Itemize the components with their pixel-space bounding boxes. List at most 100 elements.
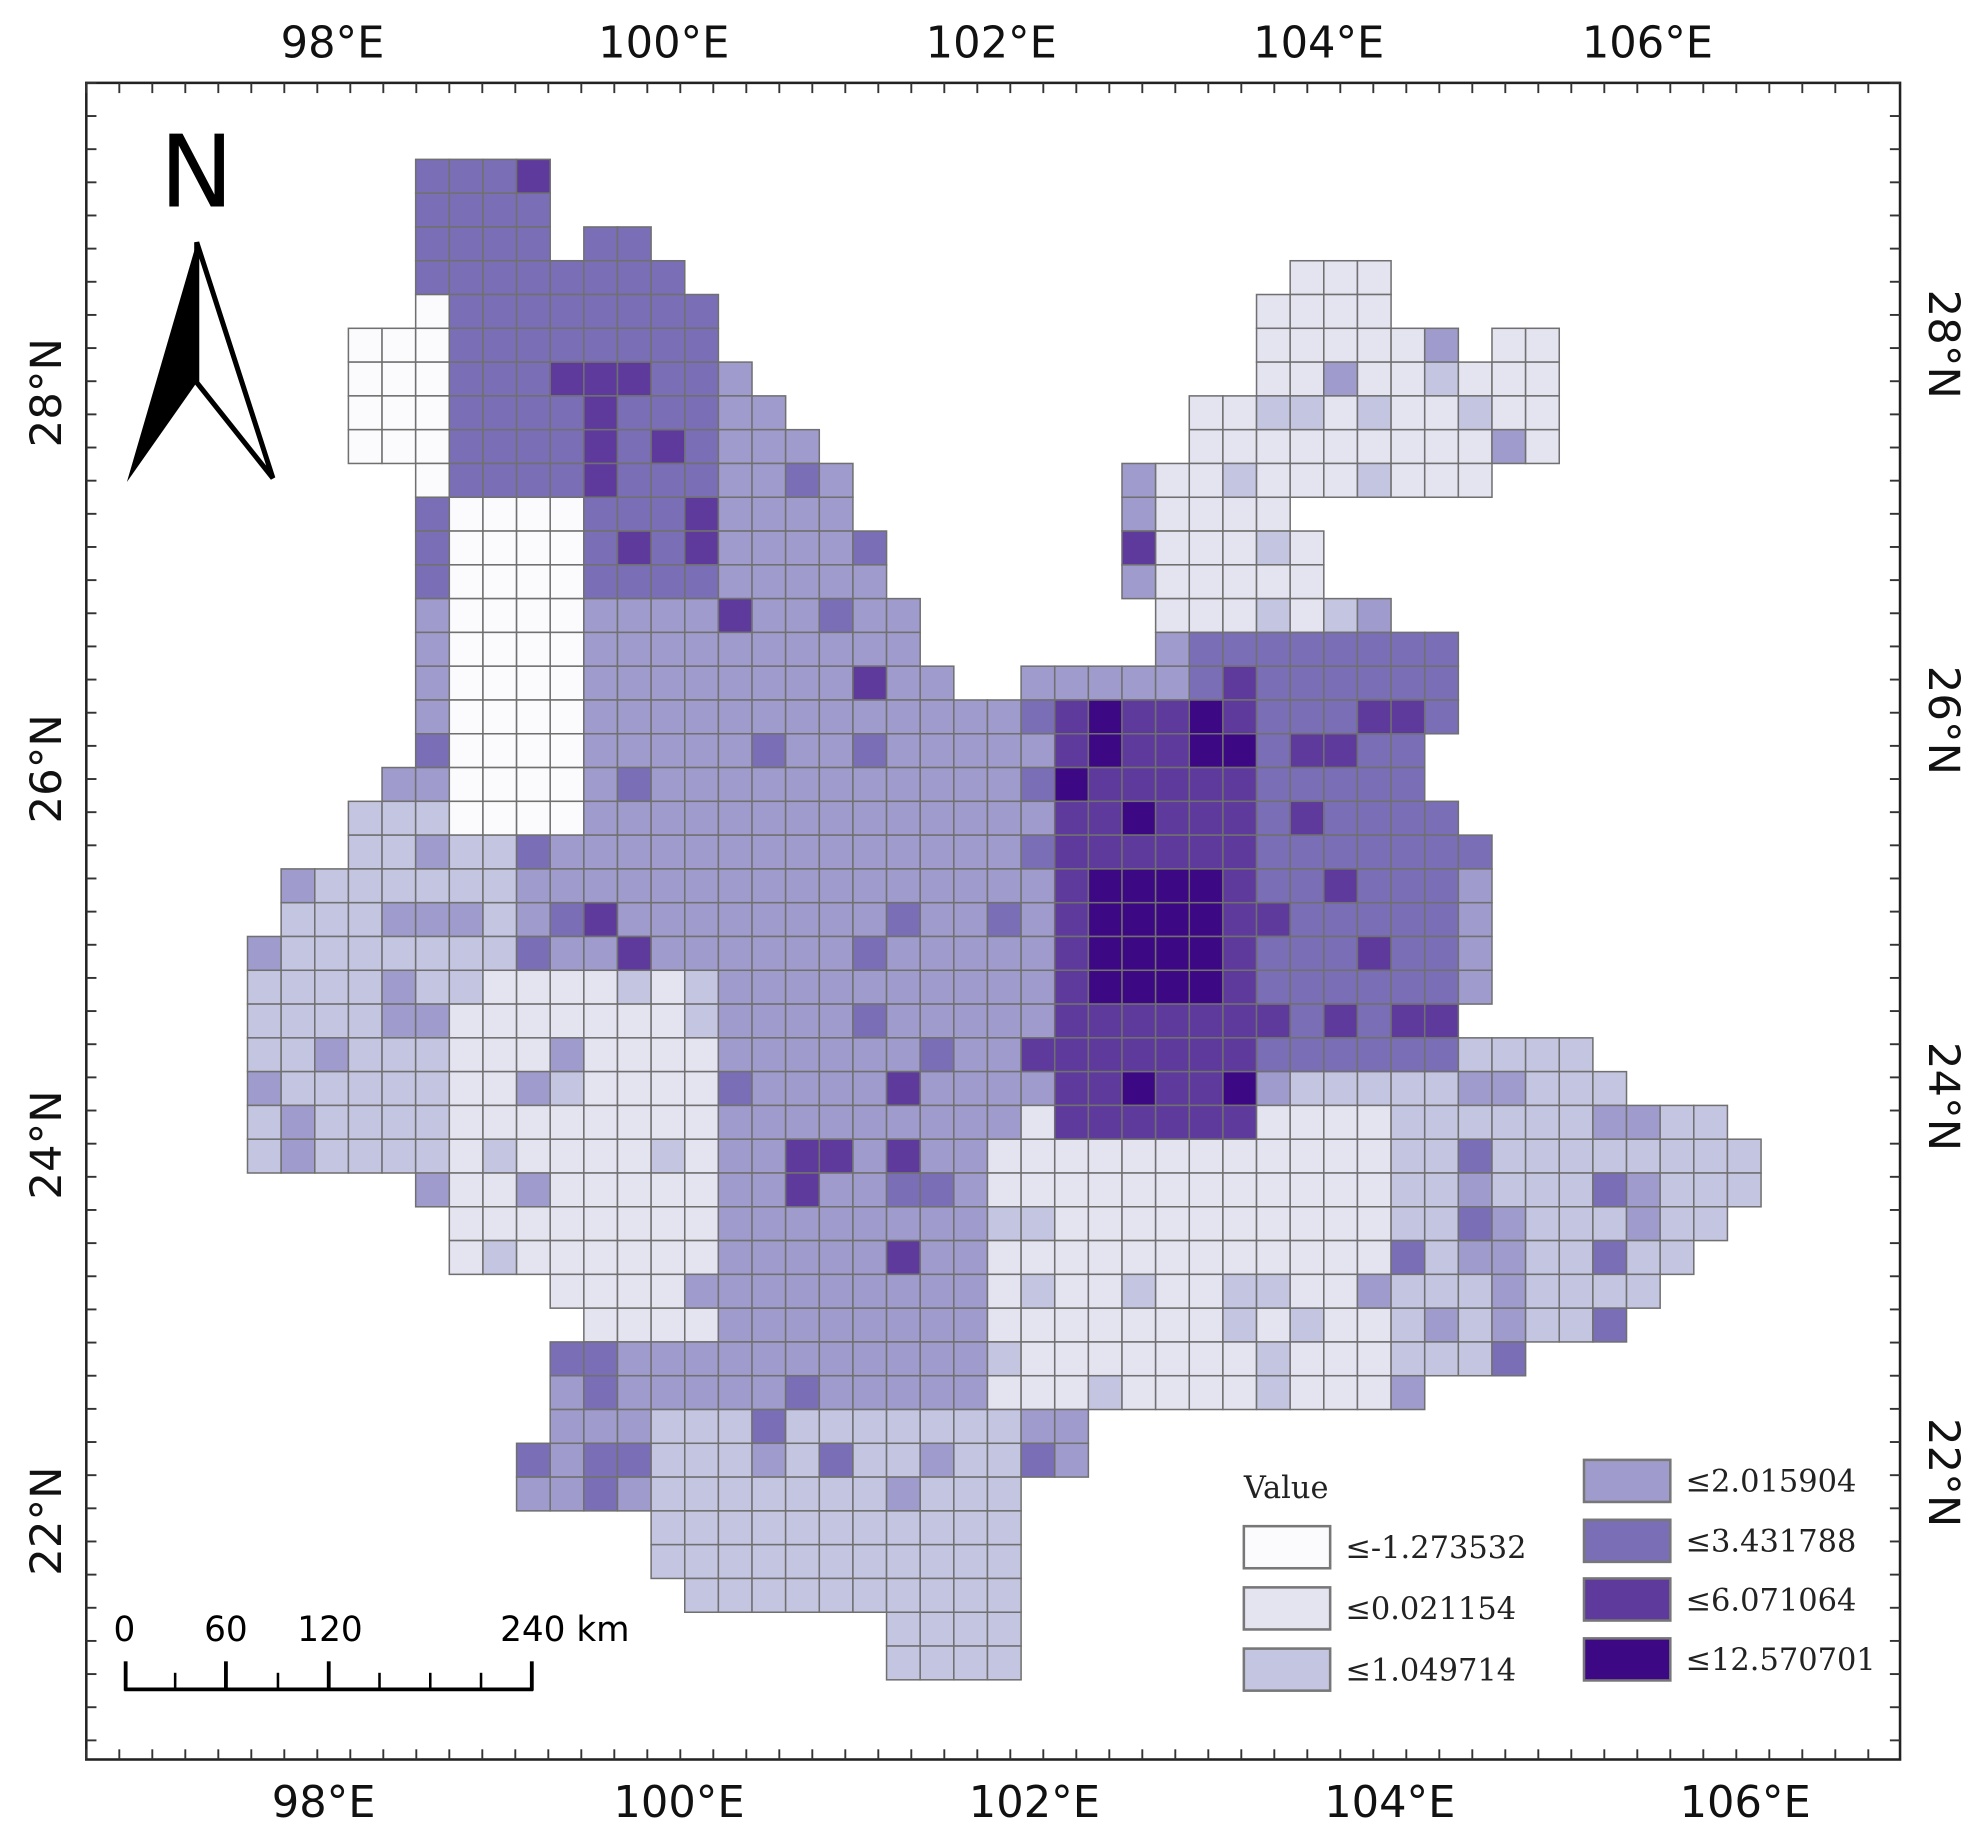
grid-cell	[650, 395, 686, 431]
legend-label: ≤3.431788	[1686, 1525, 1857, 1560]
grid-cell	[1323, 1104, 1359, 1140]
grid-cell	[1154, 564, 1191, 600]
grid-cell	[1020, 732, 1056, 769]
grid-cell	[515, 766, 551, 803]
grid-cell	[751, 732, 787, 769]
grid-cell	[751, 1070, 787, 1107]
right-lat-label: 26°N	[1918, 666, 1968, 775]
grid-cell	[650, 530, 686, 566]
grid-cell	[852, 665, 888, 701]
grid-cell	[482, 564, 518, 600]
grid-cell	[1188, 901, 1224, 938]
bottom-lon-label: 102°E	[969, 1778, 1100, 1828]
grid-cell	[717, 1374, 753, 1411]
grid-cell	[1087, 1374, 1123, 1411]
grid-cell	[953, 766, 989, 803]
grid-cell	[1323, 428, 1359, 465]
scale-label: 60	[204, 1610, 248, 1650]
grid-cell	[1390, 1273, 1426, 1309]
grid-cell	[818, 1003, 854, 1039]
grid-cell	[885, 1442, 921, 1478]
grid-cell	[1121, 800, 1157, 836]
grid-cell	[784, 428, 821, 465]
grid-cell	[1053, 1374, 1090, 1411]
grid-cell	[717, 732, 753, 769]
grid-cells	[246, 158, 1762, 1681]
grid-cell	[1289, 1239, 1325, 1276]
grid-cell	[650, 969, 686, 1005]
grid-cell	[1053, 1172, 1090, 1208]
grid-cell	[1390, 800, 1426, 836]
grid-cell	[1289, 631, 1325, 667]
grid-cell	[1323, 766, 1359, 803]
grid-cell	[1491, 361, 1527, 397]
grid-cell	[1020, 1239, 1056, 1276]
grid-cell	[852, 1307, 888, 1343]
grid-cell	[515, 361, 551, 397]
grid-cell	[751, 1408, 787, 1445]
grid-cell	[1087, 1239, 1123, 1276]
grid-cell	[683, 1172, 720, 1208]
grid-cell	[717, 1037, 753, 1073]
grid-cell	[1491, 327, 1527, 363]
grid-cell	[616, 699, 652, 735]
grid-cell	[852, 1070, 888, 1107]
grid-cell	[1524, 1070, 1561, 1107]
grid-cell	[1390, 901, 1426, 938]
grid-cell	[1222, 496, 1258, 532]
grid-cell	[751, 699, 787, 735]
grid-cell	[1255, 834, 1291, 870]
grid-cell	[616, 395, 652, 431]
grid-cell	[1087, 935, 1123, 972]
grid-cell	[1289, 1104, 1325, 1140]
grid-cell	[1154, 1037, 1191, 1073]
grid-cell	[1222, 1374, 1258, 1411]
grid-cell	[885, 1510, 921, 1546]
right-lat-label: 28°N	[1918, 290, 1968, 399]
grid-cell	[751, 800, 787, 836]
grid-cell	[616, 631, 652, 667]
grid-cell	[818, 1104, 854, 1140]
grid-cell	[482, 766, 518, 803]
grid-cell	[1625, 1138, 1661, 1174]
grid-cell	[1188, 1003, 1224, 1039]
grid-cell	[1222, 800, 1258, 836]
grid-cell	[919, 1206, 955, 1242]
grid-cell	[1188, 834, 1224, 870]
grid-cell	[818, 1543, 854, 1580]
grid-cell	[919, 1070, 955, 1107]
grid-cell	[717, 901, 753, 938]
grid-cell	[1087, 1104, 1123, 1140]
grid-cell	[1356, 1070, 1392, 1107]
grid-cell	[1188, 1374, 1224, 1411]
grid-cell	[583, 868, 619, 904]
grid-cell	[852, 1577, 888, 1614]
grid-cell	[986, 1476, 1022, 1512]
grid-cell	[515, 834, 551, 870]
grid-cell	[919, 834, 955, 870]
grid-cell	[1323, 1341, 1359, 1377]
grid-cell	[381, 1037, 417, 1073]
grid-cell	[1154, 868, 1191, 904]
grid-cell	[347, 1104, 383, 1140]
grid-cell	[1222, 834, 1258, 870]
grid-cell	[852, 1341, 888, 1377]
legend-swatch	[1582, 1637, 1672, 1682]
grid-cell	[448, 428, 484, 465]
grid-cell	[1356, 868, 1392, 904]
grid-cell	[1390, 699, 1426, 735]
grid-cell	[414, 935, 451, 972]
grid-cell	[751, 1307, 787, 1343]
grid-cell	[1457, 1341, 1493, 1377]
grid-cell	[683, 665, 720, 701]
grid-cell	[1289, 564, 1325, 600]
grid-cell	[683, 597, 720, 634]
grid-cell	[1188, 732, 1224, 769]
grid-cell	[852, 564, 888, 600]
grid-cell	[1289, 1003, 1325, 1039]
grid-cell	[919, 1442, 955, 1478]
grid-cell	[919, 1611, 955, 1647]
grid-cell	[818, 530, 854, 566]
grid-cell	[852, 699, 888, 735]
grid-cell	[784, 1172, 821, 1208]
